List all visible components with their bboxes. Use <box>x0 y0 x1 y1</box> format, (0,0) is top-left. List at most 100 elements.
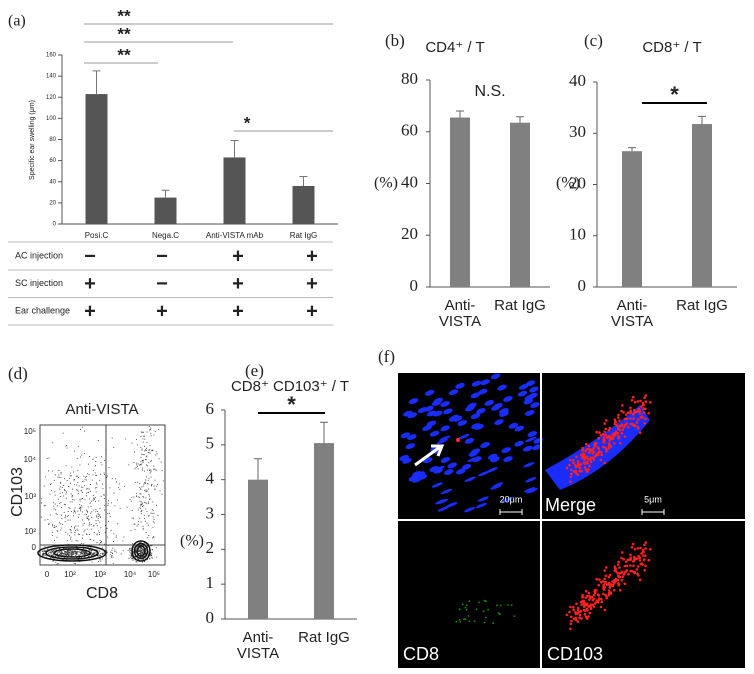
event-dot <box>109 487 111 489</box>
table-cell: + <box>232 245 244 267</box>
event-dot <box>149 445 151 447</box>
event-dot <box>108 500 109 502</box>
cd103-signal <box>595 589 598 592</box>
event-dot <box>76 528 78 530</box>
event-dot <box>75 554 76 556</box>
event-dot <box>84 453 86 455</box>
nucleus <box>440 401 450 407</box>
event-dot <box>142 441 144 443</box>
cd103-signal <box>622 426 626 429</box>
event-dot <box>85 551 87 553</box>
cd103-signal <box>574 616 578 620</box>
event-dot <box>57 476 59 478</box>
event-dot <box>144 501 145 503</box>
event-dot <box>142 454 144 455</box>
event-dot <box>151 549 153 550</box>
cd8-signal <box>463 618 465 620</box>
cd103-signal <box>644 541 648 544</box>
event-dot <box>83 548 84 550</box>
event-dot <box>54 539 55 541</box>
chart-title: CD8⁺ / T <box>642 39 701 56</box>
channel-label: CD103 <box>547 644 603 664</box>
significance-label: N.S. <box>474 83 505 100</box>
event-dot <box>100 462 102 464</box>
event-dot <box>147 545 148 547</box>
event-dot <box>65 514 66 516</box>
cd103-signal <box>613 442 616 445</box>
cd103-signal <box>569 475 573 479</box>
event-dot <box>117 523 119 525</box>
event-dot <box>76 458 78 460</box>
event-dot <box>139 464 140 466</box>
event-dot <box>72 551 74 552</box>
event-dot <box>60 472 62 473</box>
x-tick-label: 10⁵ <box>148 570 160 579</box>
event-dot <box>48 552 49 554</box>
event-dot <box>99 508 101 509</box>
event-dot <box>71 496 73 498</box>
cd103-signal <box>569 627 572 631</box>
event-dot <box>148 502 150 504</box>
event-dot <box>78 557 80 559</box>
event-dot <box>150 470 152 472</box>
cd103-signal <box>589 603 592 607</box>
event-dot <box>119 488 121 490</box>
cd103-signal <box>578 466 582 470</box>
cd8-signal <box>465 604 468 607</box>
event-dot <box>77 492 79 494</box>
event-dot <box>145 557 147 559</box>
cd103-signal <box>643 569 646 572</box>
event-dot <box>55 512 57 514</box>
event-dot <box>42 554 43 556</box>
nucleus <box>457 420 467 426</box>
event-dot <box>149 452 151 454</box>
event-dot <box>109 516 111 518</box>
cd103-signal <box>610 436 613 440</box>
cd103-signal <box>597 436 600 440</box>
event-dot <box>103 498 105 499</box>
event-dot <box>74 527 75 529</box>
event-dot <box>136 438 137 440</box>
event-dot <box>137 468 139 470</box>
cd103-signal <box>588 611 592 615</box>
cd103-signal <box>630 546 634 549</box>
nucleus <box>426 410 437 417</box>
event-dot <box>134 451 135 453</box>
nucleus <box>400 432 411 439</box>
event-dot <box>107 505 109 506</box>
cd103-signal <box>584 596 587 600</box>
event-dot <box>146 522 148 524</box>
event-dot <box>44 554 46 556</box>
event-dot <box>141 448 143 450</box>
cd103-signal <box>572 461 575 465</box>
event-dot <box>104 509 105 511</box>
event-dot <box>70 553 72 555</box>
event-dot <box>82 553 84 554</box>
event-dot <box>53 508 55 510</box>
nucleus <box>493 403 503 409</box>
event-dot <box>76 552 78 554</box>
event-dot <box>108 467 110 468</box>
event-dot <box>53 479 55 481</box>
cd103-signal <box>583 458 586 462</box>
cd103-signal <box>602 436 605 440</box>
y-tick-label: 80 <box>49 137 56 143</box>
x-tick-label: Anti-VISTA mAb <box>206 231 264 240</box>
event-dot <box>106 477 108 478</box>
nucleus <box>444 469 454 475</box>
event-dot <box>152 510 154 512</box>
event-dot <box>43 554 45 555</box>
event-dot <box>148 462 150 464</box>
event-dot <box>144 560 145 562</box>
nucleus <box>403 410 413 417</box>
event-dot <box>69 552 71 553</box>
event-dot <box>88 488 90 490</box>
event-dot <box>70 529 71 531</box>
event-dot <box>68 550 70 552</box>
event-dot <box>103 472 105 474</box>
event-dot <box>152 526 154 528</box>
scale-bar <box>499 509 523 515</box>
event-dot <box>76 547 78 549</box>
error-bar <box>92 70 101 95</box>
scale-label: 20μm <box>500 494 523 504</box>
